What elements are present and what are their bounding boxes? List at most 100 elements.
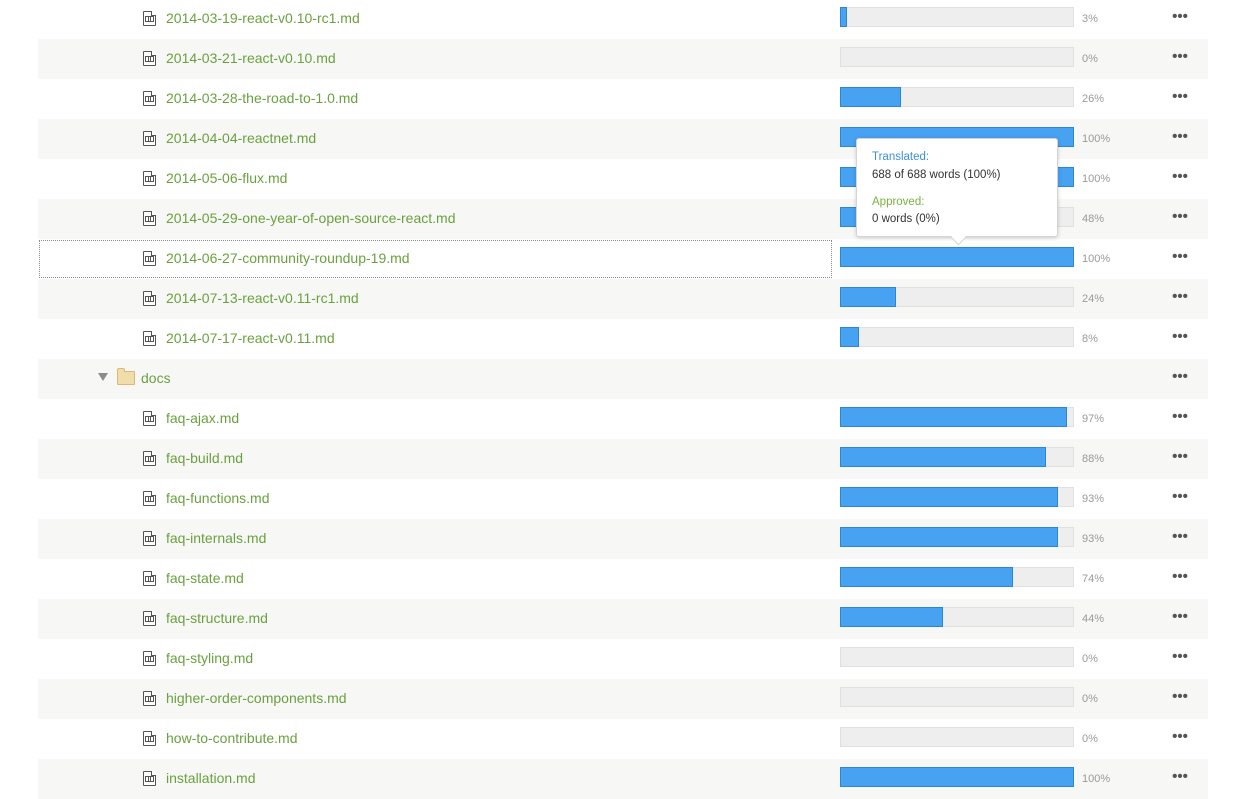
markdown-file-icon xyxy=(143,771,156,786)
file-name-link[interactable]: installation.md xyxy=(166,770,256,786)
more-options-icon[interactable]: ••• xyxy=(1172,248,1188,265)
file-row[interactable]: faq-structure.md 44% ••• xyxy=(38,599,1208,639)
progress-percent: 100% xyxy=(1082,773,1111,785)
more-options-icon[interactable]: ••• xyxy=(1172,88,1188,105)
translation-progress-bar[interactable] xyxy=(840,287,1074,307)
progress-percent: 97% xyxy=(1082,413,1105,425)
file-name-link[interactable]: higher-order-components.md xyxy=(166,690,347,706)
file-row[interactable]: 2014-06-27-community-roundup-19.md 100% ••… xyxy=(38,239,1208,279)
more-options-icon[interactable]: ••• xyxy=(1172,48,1188,65)
file-row[interactable]: faq-styling.md 0% ••• xyxy=(38,639,1208,679)
file-name-link[interactable]: faq-ajax.md xyxy=(166,410,240,426)
markdown-file-icon xyxy=(143,651,156,666)
progress-fill xyxy=(840,527,1058,547)
file-row[interactable]: higher-order-components.md 0% ••• xyxy=(38,679,1208,719)
translation-progress-bar[interactable] xyxy=(840,7,1074,27)
file-name-link[interactable]: 2014-07-13-react-v0.11-rc1.md xyxy=(166,290,359,306)
file-row[interactable]: 2014-03-19-react-v0.10-rc1.md 3% ••• xyxy=(38,0,1208,39)
file-name-link[interactable]: 2014-04-04-reactnet.md xyxy=(166,130,317,146)
translation-progress-bar[interactable] xyxy=(840,727,1074,747)
markdown-file-icon xyxy=(143,291,156,306)
progress-percent: 26% xyxy=(1082,93,1105,105)
translation-progress-bar[interactable] xyxy=(840,687,1074,707)
more-options-icon[interactable]: ••• xyxy=(1172,448,1188,465)
file-name-link[interactable]: faq-structure.md xyxy=(166,610,268,626)
markdown-file-icon xyxy=(143,571,156,586)
translation-progress-bar[interactable] xyxy=(840,87,1074,107)
markdown-file-icon xyxy=(143,531,156,546)
progress-percent: 3% xyxy=(1082,13,1098,25)
translation-progress-bar[interactable] xyxy=(840,767,1074,787)
progress-percent: 0% xyxy=(1082,693,1098,705)
markdown-file-icon xyxy=(143,11,156,26)
file-name-link[interactable]: 2014-05-06-flux.md xyxy=(166,170,288,186)
file-name-link[interactable]: faq-styling.md xyxy=(166,650,254,666)
markdown-file-icon xyxy=(143,91,156,106)
translation-progress-bar[interactable] xyxy=(840,247,1074,267)
file-name-link[interactable]: faq-functions.md xyxy=(166,490,270,506)
file-name-link[interactable]: faq-internals.md xyxy=(166,530,267,546)
more-options-icon[interactable]: ••• xyxy=(1172,768,1188,785)
folder-name[interactable]: docs xyxy=(141,370,171,386)
file-row[interactable]: faq-ajax.md 97% ••• xyxy=(38,399,1208,439)
translation-progress-bar[interactable] xyxy=(840,327,1074,347)
more-options-icon[interactable]: ••• xyxy=(1172,728,1188,745)
file-row[interactable]: installation.md 100% ••• xyxy=(38,759,1208,799)
more-options-icon[interactable]: ••• xyxy=(1172,608,1188,625)
progress-percent: 100% xyxy=(1082,253,1111,265)
approved-value: 0 words (0%) xyxy=(872,213,940,225)
translation-progress-bar[interactable] xyxy=(840,567,1074,587)
more-options-icon[interactable]: ••• xyxy=(1172,488,1188,505)
file-row[interactable]: faq-internals.md 93% ••• xyxy=(38,519,1208,559)
translation-progress-bar[interactable] xyxy=(840,647,1074,667)
markdown-file-icon xyxy=(143,691,156,706)
progress-fill xyxy=(840,487,1058,507)
file-name-link[interactable]: how-to-contribute.md xyxy=(166,730,298,746)
translation-progress-bar[interactable] xyxy=(840,407,1074,427)
markdown-file-icon xyxy=(143,611,156,626)
progress-percent: 24% xyxy=(1082,293,1105,305)
file-row[interactable]: how-to-contribute.md 0% ••• xyxy=(38,719,1208,759)
file-name-link[interactable]: 2014-03-19-react-v0.10-rc1.md xyxy=(166,10,360,26)
file-row[interactable]: faq-functions.md 93% ••• xyxy=(38,479,1208,519)
folder-icon xyxy=(117,368,135,385)
more-options-icon[interactable]: ••• xyxy=(1172,8,1188,25)
file-name-link[interactable]: 2014-05-29-one-year-of-open-source-react… xyxy=(166,210,456,226)
more-options-icon[interactable]: ••• xyxy=(1172,688,1188,705)
translation-progress-bar[interactable] xyxy=(840,447,1074,467)
translation-progress-bar[interactable] xyxy=(840,487,1074,507)
more-options-icon[interactable]: ••• xyxy=(1172,208,1188,225)
progress-percent: 44% xyxy=(1082,613,1105,625)
folder-row[interactable]: docs ••• xyxy=(38,359,1208,399)
more-options-icon[interactable]: ••• xyxy=(1172,168,1188,185)
markdown-file-icon xyxy=(143,491,156,506)
file-row[interactable]: 2014-07-17-react-v0.11.md 8% ••• xyxy=(38,319,1208,359)
more-options-icon[interactable]: ••• xyxy=(1172,288,1188,305)
file-name-link[interactable]: faq-build.md xyxy=(166,450,244,466)
caret-down-icon[interactable] xyxy=(98,373,108,381)
progress-fill xyxy=(840,247,1074,267)
more-options-icon[interactable]: ••• xyxy=(1172,528,1188,545)
more-options-icon[interactable]: ••• xyxy=(1172,408,1188,425)
file-row[interactable]: 2014-07-13-react-v0.11-rc1.md 24% ••• xyxy=(38,279,1208,319)
file-name-link[interactable]: 2014-03-21-react-v0.10.md xyxy=(166,50,336,66)
progress-fill xyxy=(840,87,901,107)
translation-progress-bar[interactable] xyxy=(840,47,1074,67)
file-name-link[interactable]: faq-state.md xyxy=(166,570,244,586)
markdown-file-icon xyxy=(143,51,156,66)
more-options-icon[interactable]: ••• xyxy=(1172,568,1188,585)
file-row[interactable]: faq-state.md 74% ••• xyxy=(38,559,1208,599)
file-name-link[interactable]: 2014-07-17-react-v0.11.md xyxy=(166,330,335,346)
more-options-icon[interactable]: ••• xyxy=(1172,368,1188,385)
translation-progress-bar[interactable] xyxy=(840,607,1074,627)
more-options-icon[interactable]: ••• xyxy=(1172,328,1188,345)
progress-fill xyxy=(840,327,859,347)
file-row[interactable]: 2014-03-21-react-v0.10.md 0% ••• xyxy=(38,39,1208,79)
file-row[interactable]: 2014-03-28-the-road-to-1.0.md 26% ••• xyxy=(38,79,1208,119)
more-options-icon[interactable]: ••• xyxy=(1172,128,1188,145)
more-options-icon[interactable]: ••• xyxy=(1172,648,1188,665)
file-row[interactable]: faq-build.md 88% ••• xyxy=(38,439,1208,479)
translation-progress-bar[interactable] xyxy=(840,527,1074,547)
file-name-link[interactable]: 2014-06-27-community-roundup-19.md xyxy=(166,250,410,266)
file-name-link[interactable]: 2014-03-28-the-road-to-1.0.md xyxy=(166,90,359,106)
